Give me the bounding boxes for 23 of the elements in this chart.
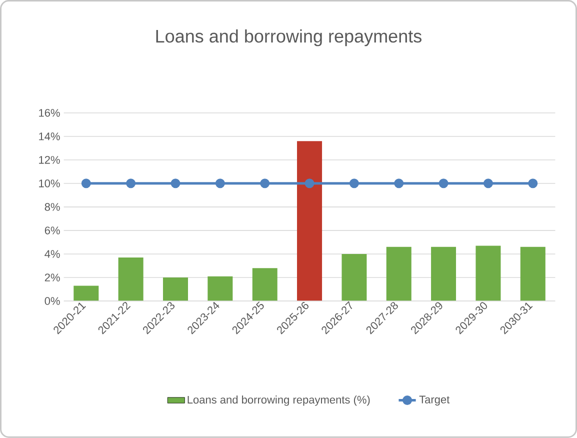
y-tick-label: 12% bbox=[39, 156, 60, 164]
bar bbox=[74, 286, 99, 302]
bar bbox=[342, 254, 367, 302]
bar bbox=[431, 246, 456, 302]
bar bbox=[208, 276, 233, 302]
y-tick-label: 10% bbox=[39, 180, 60, 188]
bar bbox=[386, 246, 412, 302]
y-tick-label: 14% bbox=[39, 132, 60, 140]
y-tick-label: 6% bbox=[44, 226, 60, 234]
bar bbox=[297, 141, 322, 302]
y-tick-label: 16% bbox=[39, 109, 60, 117]
y-tick-label: 8% bbox=[44, 203, 60, 211]
y-tick-label: 2% bbox=[44, 274, 60, 282]
chart-title: Loans and borrowing repayments bbox=[156, 29, 422, 46]
bar bbox=[476, 246, 501, 302]
bar bbox=[520, 246, 546, 302]
bar bbox=[118, 258, 144, 302]
y-tick-label: 0% bbox=[44, 297, 60, 305]
legend-label: Target bbox=[419, 396, 450, 406]
bar bbox=[162, 278, 188, 302]
y-tick-label: 4% bbox=[44, 250, 60, 258]
bar bbox=[252, 268, 278, 302]
legend-label: Loans and borrowing repayments (%) bbox=[188, 396, 370, 406]
